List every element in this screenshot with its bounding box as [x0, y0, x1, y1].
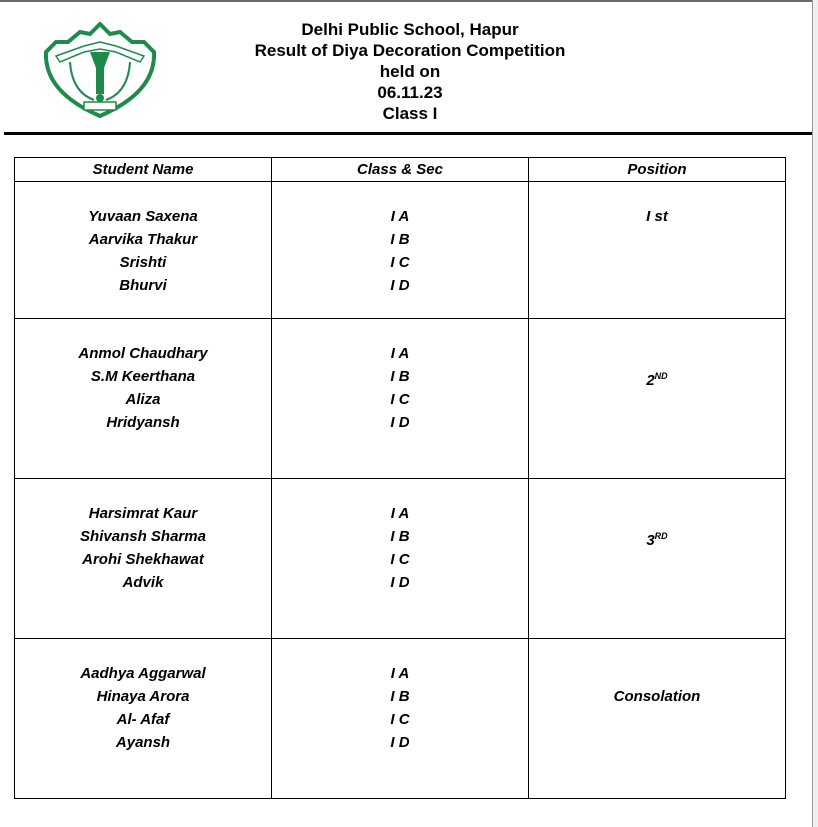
- header-divider: [4, 132, 812, 135]
- class-sec: I B: [390, 231, 410, 248]
- table-row: Aadhya Aggarwal Hinaya Arora Al- Afaf Ay…: [14, 638, 786, 799]
- position-text: I st: [646, 208, 668, 225]
- document-title: Result of Diya Decoration Competition: [254, 41, 566, 60]
- student-names: Yuvaan Saxena Aarvika Thakur Srishti Bhu…: [15, 182, 271, 297]
- student-name: Srishti: [119, 254, 167, 271]
- scrollbar[interactable]: [812, 0, 818, 827]
- class-sec: I B: [390, 688, 410, 705]
- results-table: Student Name Class & Sec Position Yuvaan…: [14, 157, 786, 799]
- event-date: 06.11.23: [377, 83, 443, 102]
- position-text: 2: [646, 372, 655, 389]
- class-sections: I A I B I C I D: [272, 182, 528, 297]
- table-row: Anmol Chaudhary S.M Keerthana Aliza Hrid…: [14, 318, 786, 479]
- column-header-student-name: Student Name: [14, 157, 272, 182]
- student-name: Advik: [122, 574, 164, 591]
- class-label: Class I: [382, 104, 438, 123]
- student-name: Shivansh Sharma: [80, 528, 206, 545]
- student-name: Anmol Chaudhary: [78, 345, 208, 362]
- class-sec: I C: [390, 254, 410, 271]
- student-name: Aarvika Thakur: [88, 231, 198, 248]
- school-logo: [44, 22, 156, 118]
- class-sections: I A I B I C I D: [272, 479, 528, 594]
- position: Consolation: [529, 685, 785, 708]
- position-suffix: ND: [654, 371, 668, 381]
- class-sec: I A: [390, 345, 410, 362]
- student-name: Al- Afaf: [116, 711, 170, 728]
- class-sec: I A: [390, 505, 410, 522]
- student-name: Yuvaan Saxena: [88, 208, 198, 225]
- student-name: S.M Keerthana: [90, 368, 196, 385]
- class-sections: I A I B I C I D: [272, 319, 528, 434]
- student-name: Arohi Shekhawat: [82, 551, 204, 568]
- class-sec: I B: [390, 368, 410, 385]
- held-on-label: held on: [379, 62, 441, 81]
- class-sec: I D: [390, 734, 410, 751]
- position: 3RD: [529, 525, 785, 552]
- class-sections: I A I B I C I D: [272, 639, 528, 754]
- class-sec: I D: [390, 414, 410, 431]
- class-sec: I B: [390, 528, 410, 545]
- column-header-class-sec: Class & Sec: [271, 157, 529, 182]
- position-suffix: RD: [654, 531, 668, 541]
- student-name: Aliza: [125, 391, 161, 408]
- table-row: Yuvaan Saxena Aarvika Thakur Srishti Bhu…: [14, 181, 786, 319]
- document-header: Delhi Public School, Hapur Result of Diy…: [200, 19, 620, 124]
- student-names: Aadhya Aggarwal Hinaya Arora Al- Afaf Ay…: [15, 639, 271, 754]
- class-sec: I A: [390, 665, 410, 682]
- student-name: Hinaya Arora: [96, 688, 190, 705]
- student-name: Hridyansh: [106, 414, 180, 431]
- position: 2ND: [529, 365, 785, 392]
- student-names: Harsimrat Kaur Shivansh Sharma Arohi She…: [15, 479, 271, 594]
- student-name: Aadhya Aggarwal: [80, 665, 206, 682]
- student-name: Bhurvi: [119, 277, 167, 294]
- student-name: Harsimrat Kaur: [88, 505, 198, 522]
- class-sec: I C: [390, 391, 410, 408]
- table-header-row: Student Name Class & Sec Position: [14, 157, 786, 182]
- class-sec: I C: [390, 711, 410, 728]
- window-top-border: [0, 0, 818, 2]
- student-names: Anmol Chaudhary S.M Keerthana Aliza Hrid…: [15, 319, 271, 434]
- position: I st: [529, 205, 785, 228]
- class-sec: I D: [390, 277, 410, 294]
- table-row: Harsimrat Kaur Shivansh Sharma Arohi She…: [14, 478, 786, 639]
- position-text: Consolation: [613, 688, 701, 705]
- class-sec: I A: [390, 208, 410, 225]
- position-text: 3: [646, 532, 655, 549]
- class-sec: I C: [390, 551, 410, 568]
- school-name: Delhi Public School, Hapur: [301, 20, 519, 39]
- column-header-position: Position: [528, 157, 786, 182]
- class-sec: I D: [390, 574, 410, 591]
- student-name: Ayansh: [115, 734, 171, 751]
